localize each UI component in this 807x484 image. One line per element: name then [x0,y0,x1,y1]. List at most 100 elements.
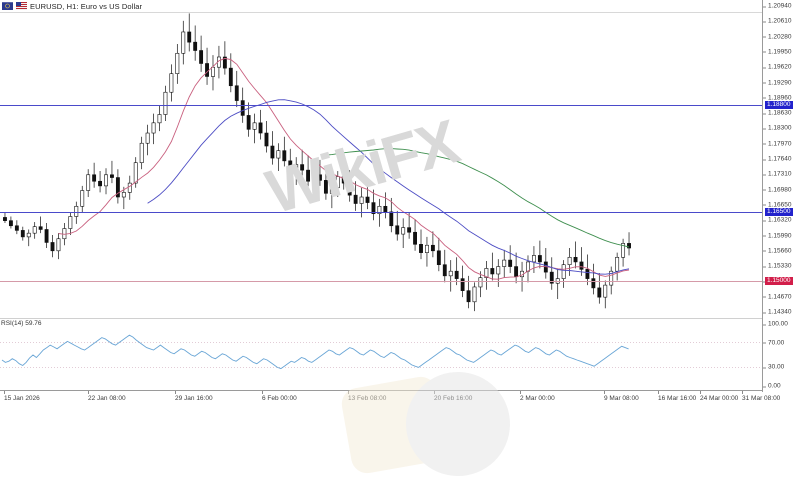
candle-body [419,244,423,253]
candle-body [80,190,85,207]
rsi-tick: 70.00 [763,339,784,346]
candle-body [430,244,435,252]
candle-body [163,91,168,115]
candle-body [353,194,358,204]
price-tick: 1.18300 [763,125,792,132]
candle-body [436,250,441,266]
candle-body [234,85,239,101]
candle-body [276,150,281,159]
price-tick: 1.17970 [763,140,792,147]
candle-body [121,192,126,198]
candle-body [567,256,572,266]
price-tick: 1.16980 [763,186,792,193]
candle-body [537,255,542,263]
candle-body [104,174,108,187]
candle-body [442,264,447,277]
candle-body [14,225,19,231]
candle-body [151,122,156,134]
candle-body [591,278,596,289]
time-tick: 20 Feb 16:00 [434,391,473,402]
candle-body [8,220,13,227]
candle-body [228,67,233,87]
candle-body [294,164,299,173]
candle-body [300,164,305,171]
candle-body [264,132,269,147]
candle-body [199,50,204,64]
candle-body [377,205,382,215]
candle-body [246,115,251,130]
candle-body [395,225,400,235]
candle-body [531,255,536,263]
candle-body [3,217,7,221]
candle-body [270,145,275,159]
candle-body [603,284,608,298]
candle-body [252,122,257,130]
price-highlight-badge: 1.16500 [765,207,793,216]
candle-body [306,169,311,182]
rsi-tick: 30.00 [763,364,784,371]
time-tick: 16 Mar 16:00 [658,391,697,402]
candle-body [561,264,566,279]
candle-body [258,122,263,134]
candle-body [454,270,459,279]
candle-body [169,73,174,93]
candle-body [68,216,73,229]
price-tick: 1.16650 [763,201,792,208]
rsi-indicator-label: RSI(14) 59.76 [1,320,42,327]
time-tick: 31 Mar 08:00 [742,391,781,402]
candle-body [98,180,103,187]
rsi-pane[interactable] [0,320,762,390]
candle-body [240,100,245,116]
candle-body [502,259,507,267]
candle-body [573,256,578,263]
us-flag-icon [16,2,27,10]
time-axis[interactable]: 15 Jan 2026 22 Jan 08:00 29 Jan 16:00 6 Feb… [0,390,780,405]
candle-body [407,227,412,233]
candle-body [26,232,31,238]
candle-body [585,269,590,279]
candle-body [359,196,364,204]
price-highlight-badge: 1.18800 [765,101,793,110]
candle-body [133,162,138,184]
time-tick: 6 Feb 00:00 [262,391,297,402]
price-tick: 1.19950 [763,48,792,55]
candle-body [20,230,25,238]
time-tick: 29 Jan 16:00 [175,391,213,402]
candle-body [318,174,322,181]
candle-body [157,114,162,124]
candle-body [597,287,602,298]
candle-body [508,259,513,267]
candle-body [448,270,453,277]
candle-body [187,31,192,43]
price-tick: 1.19290 [763,79,792,86]
pane-separator [0,318,762,319]
price-axis[interactable]: 1.20940 1.20610 1.20280 1.19950 1.19620 1.192… [762,0,807,392]
candle-body [110,174,114,178]
candle-body [627,243,631,249]
rsi-tick: 0.00 [763,383,781,390]
price-highlight-badge: 1.15000 [765,277,793,286]
candle-body [347,182,352,196]
candle-body [74,205,79,217]
candle-body [50,242,55,252]
candle-body [615,256,620,272]
price-tick: 1.14340 [763,309,792,316]
price-tick: 1.17310 [763,171,792,178]
price-tick: 1.17640 [763,156,792,163]
candle-body [472,286,477,303]
candle-body [193,41,198,51]
candle-body [205,63,209,77]
price-tick: 1.14670 [763,293,792,300]
moving-average-line [325,148,630,248]
candle-body [621,243,626,258]
price-reference-line [0,211,762,213]
moving-average-line [58,57,630,280]
candle-body [44,229,49,243]
candle-body [323,180,328,194]
candle-body [484,268,489,278]
candle-body [496,266,501,275]
candle-body [222,56,227,69]
candle-body [389,211,394,227]
candle-body [145,132,150,144]
